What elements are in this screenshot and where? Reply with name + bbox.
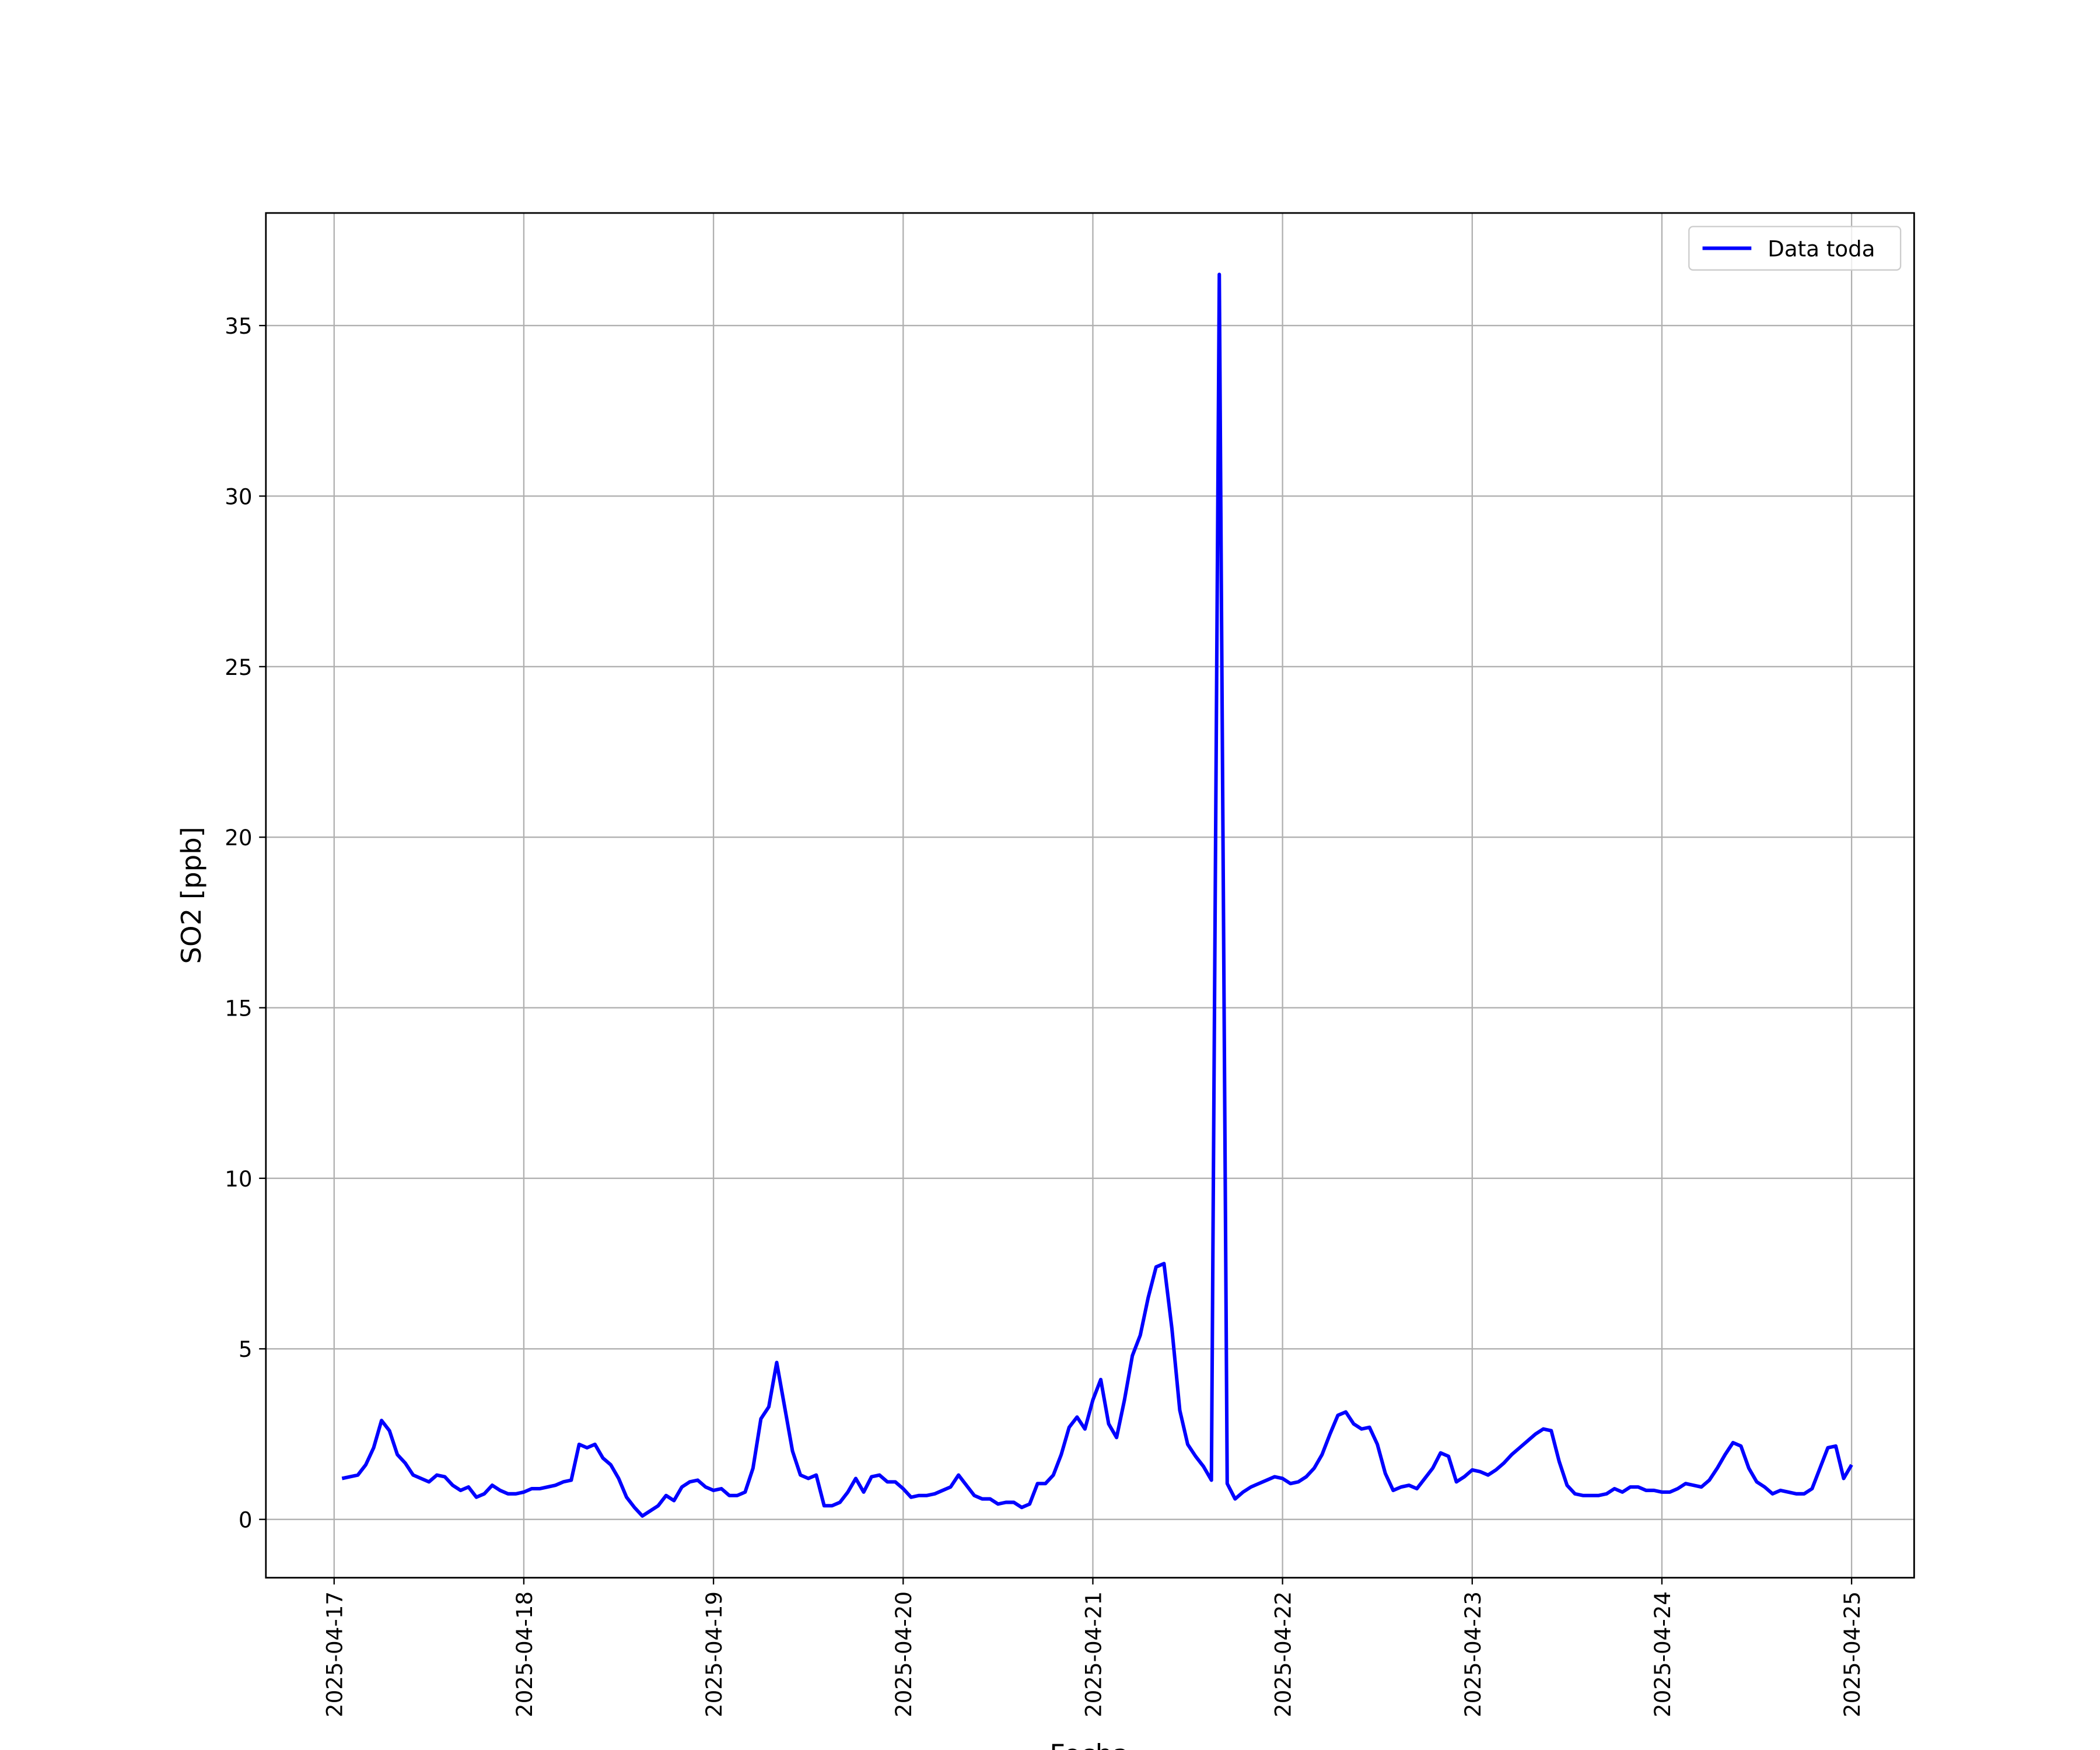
- x-tick-label: 2025-04-18: [512, 1591, 537, 1717]
- y-tick-label: 15: [225, 996, 252, 1021]
- y-tick-label: 0: [239, 1507, 253, 1533]
- x-tick-label: 2025-04-21: [1080, 1591, 1106, 1717]
- y-tick-label: 30: [225, 484, 252, 509]
- x-tick-label: 2025-04-22: [1270, 1591, 1296, 1717]
- legend: Data toda: [1688, 226, 1902, 271]
- y-tick-label: 20: [225, 825, 252, 850]
- x-tick-label: 2025-04-20: [891, 1591, 916, 1717]
- grid: [265, 213, 1915, 1578]
- y-axis-label: SO2 [ppb]: [176, 827, 207, 964]
- x-tick-label: 2025-04-19: [701, 1591, 727, 1717]
- y-tick-label: 5: [239, 1336, 253, 1362]
- y-tick-label: 10: [225, 1166, 252, 1192]
- legend-box: [1688, 226, 1902, 271]
- y-tick-label: 25: [225, 654, 252, 680]
- plot-area: [341, 272, 1853, 1518]
- x-axis-label: Fecha: [1049, 1738, 1129, 1750]
- x-tick-label: 2025-04-24: [1650, 1591, 1675, 1717]
- x-tick-label: 2025-04-23: [1460, 1591, 1486, 1717]
- axes-frame: [265, 212, 1915, 1579]
- y-tick-label: 35: [225, 313, 252, 339]
- data-line: [341, 272, 1853, 1518]
- x-tick-label: 2025-04-17: [322, 1591, 348, 1717]
- x-tick-label: 2025-04-25: [1839, 1591, 1865, 1717]
- legend-label: Data toda: [1768, 236, 1875, 262]
